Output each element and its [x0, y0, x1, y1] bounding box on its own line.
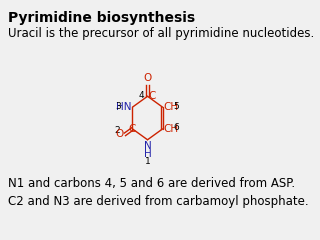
- Text: CH: CH: [164, 102, 179, 112]
- Text: 5: 5: [174, 102, 180, 111]
- Text: Uracil is the precursor of all pyrimidine nucleotides.: Uracil is the precursor of all pyrimidin…: [8, 27, 314, 40]
- Text: CH: CH: [164, 124, 179, 134]
- Text: O: O: [143, 73, 152, 84]
- Text: C: C: [148, 91, 156, 101]
- Text: O: O: [115, 129, 124, 139]
- Text: 1: 1: [145, 156, 150, 166]
- Text: 2: 2: [114, 126, 120, 135]
- Text: C: C: [129, 124, 136, 134]
- Text: 4: 4: [139, 91, 144, 100]
- Text: Pyrimidine biosynthesis: Pyrimidine biosynthesis: [8, 11, 195, 25]
- Text: 6: 6: [174, 123, 180, 132]
- Text: C2 and N3 are derived from carbamoyl phosphate.: C2 and N3 are derived from carbamoyl pho…: [8, 195, 308, 208]
- Text: 3: 3: [116, 102, 121, 111]
- Text: N1 and carbons 4, 5 and 6 are derived from ASP.: N1 and carbons 4, 5 and 6 are derived fr…: [8, 177, 295, 190]
- Text: H: H: [144, 149, 151, 159]
- Text: HN: HN: [116, 102, 132, 112]
- Text: N: N: [144, 141, 151, 151]
